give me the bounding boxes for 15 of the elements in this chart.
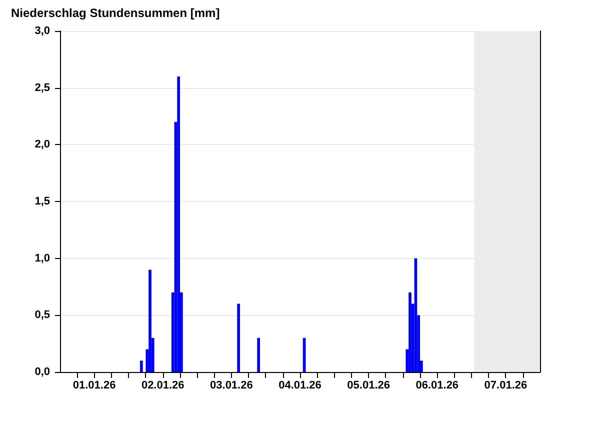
x-tick-label: 05.01.26 (347, 380, 390, 392)
x-tick-label: 02.01.26 (141, 380, 184, 392)
y-tick-label: 3,0 (34, 25, 50, 37)
x-tick-label: 01.01.26 (72, 380, 116, 392)
x-tick-label: 04.01.26 (278, 380, 322, 392)
x-tick-label: 07.01.26 (484, 380, 528, 392)
chart-title: Niederschlag Stundensummen [mm] (11, 6, 220, 20)
x-tick-label: 03.01.26 (210, 380, 253, 392)
y-tick-label: 2,0 (34, 138, 50, 151)
y-tick-label: 1,0 (34, 252, 50, 264)
y-tick-label: 1,5 (34, 196, 50, 208)
y-tick-label: 0,0 (34, 366, 50, 378)
y-tick-label: 0,5 (34, 309, 50, 322)
x-tick-label: 06.01.26 (416, 380, 459, 392)
y-tick-label: 2,5 (34, 82, 50, 94)
